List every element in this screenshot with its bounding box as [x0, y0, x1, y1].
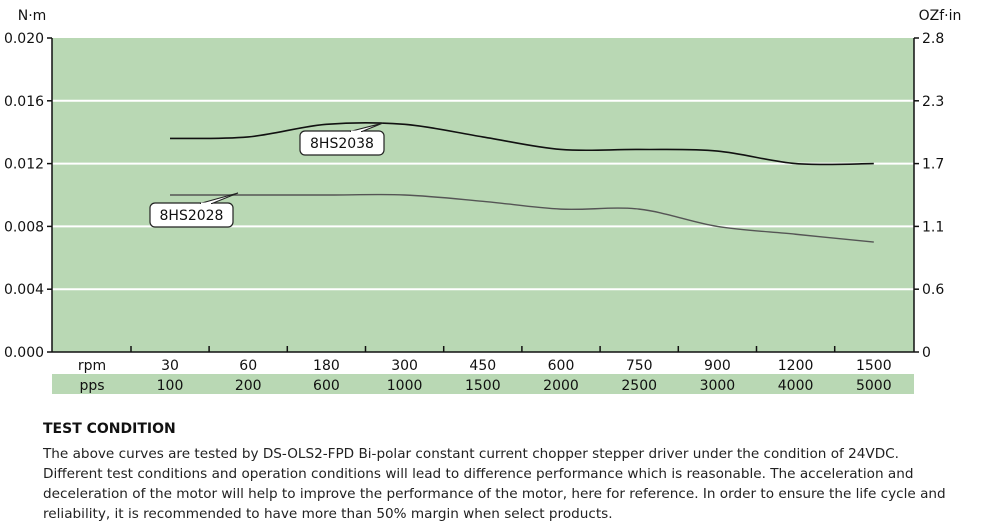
pps-tick-label: 100	[157, 378, 184, 394]
pps-tick-label: 200	[235, 378, 262, 394]
right-tick-label: 0	[922, 345, 931, 361]
pps-tick-label: 1500	[465, 378, 501, 394]
pps-tick-label: 2500	[621, 378, 657, 394]
test-condition-body: The above curves are tested by DS-OLS2-F…	[43, 446, 946, 522]
series-label: 8HS2038	[310, 136, 374, 152]
left-tick-label: 0.008	[4, 219, 44, 235]
rpm-tick-label: 300	[391, 358, 418, 374]
rpm-tick-label: 750	[626, 358, 653, 374]
right-tick-label: 1.7	[922, 157, 944, 173]
pps-row-label: pps	[79, 378, 104, 394]
left-tick-label: 0.000	[4, 345, 44, 361]
left-unit-label: N·m	[18, 8, 47, 24]
pps-tick-label: 4000	[778, 378, 814, 394]
right-tick-label: 1.1	[922, 219, 944, 235]
callout-box	[149, 202, 234, 228]
rpm-tick-label: 1500	[856, 358, 892, 374]
torque-chart: N·m OZf·in 0.020 0.016 0.012 0.008 0.004 0.00…	[4, 8, 962, 394]
series-lines	[169, 121, 874, 243]
pps-tick-labels: 100 200 600 1000 1500 2000 2500 3000 4000 5000	[157, 378, 892, 394]
series-callouts: 8HS2038 8HS2028	[149, 122, 385, 228]
left-tick-labels: 0.020 0.016 0.012 0.008 0.004 0.000	[4, 31, 44, 361]
rpm-tick-label: 900	[704, 358, 731, 374]
pps-tick-label: 1000	[387, 378, 423, 394]
right-tick-label: 2.8	[922, 31, 944, 47]
callout-box	[299, 130, 385, 156]
test-condition-title: TEST CONDITION	[43, 421, 176, 437]
pps-tick-label: 600	[313, 378, 340, 394]
series-label: 8HS2028	[160, 208, 224, 224]
series-line-8HS2038	[169, 121, 874, 166]
rpm-tick-label: 450	[469, 358, 496, 374]
rpm-row-label: rpm	[78, 358, 106, 374]
left-tick-label: 0.012	[4, 157, 44, 173]
rpm-tick-label: 30	[161, 358, 179, 374]
right-tick-labels: 2.8 2.3 1.7 1.1 0.6 0	[922, 31, 944, 361]
right-unit-label: OZf·in	[919, 8, 962, 24]
pps-band	[52, 374, 914, 394]
left-tick-label: 0.020	[4, 31, 44, 47]
right-tick-label: 0.6	[922, 282, 944, 298]
pps-tick-label: 3000	[700, 378, 736, 394]
rpm-tick-label: 180	[313, 358, 340, 374]
axes	[47, 37, 919, 353]
left-tick-label: 0.016	[4, 94, 44, 110]
left-tick-label: 0.004	[4, 282, 44, 298]
rpm-tick-label: 1200	[778, 358, 814, 374]
pps-tick-label: 5000	[856, 378, 892, 394]
rpm-tick-labels: 30 60 180 300 450 600 750 900 1200 1500	[161, 358, 892, 374]
pps-tick-label: 2000	[543, 378, 579, 394]
right-tick-label: 2.3	[922, 94, 944, 110]
series-line-8HS2028	[170, 193, 874, 243]
rpm-tick-label: 600	[548, 358, 575, 374]
rpm-tick-label: 60	[239, 358, 257, 374]
